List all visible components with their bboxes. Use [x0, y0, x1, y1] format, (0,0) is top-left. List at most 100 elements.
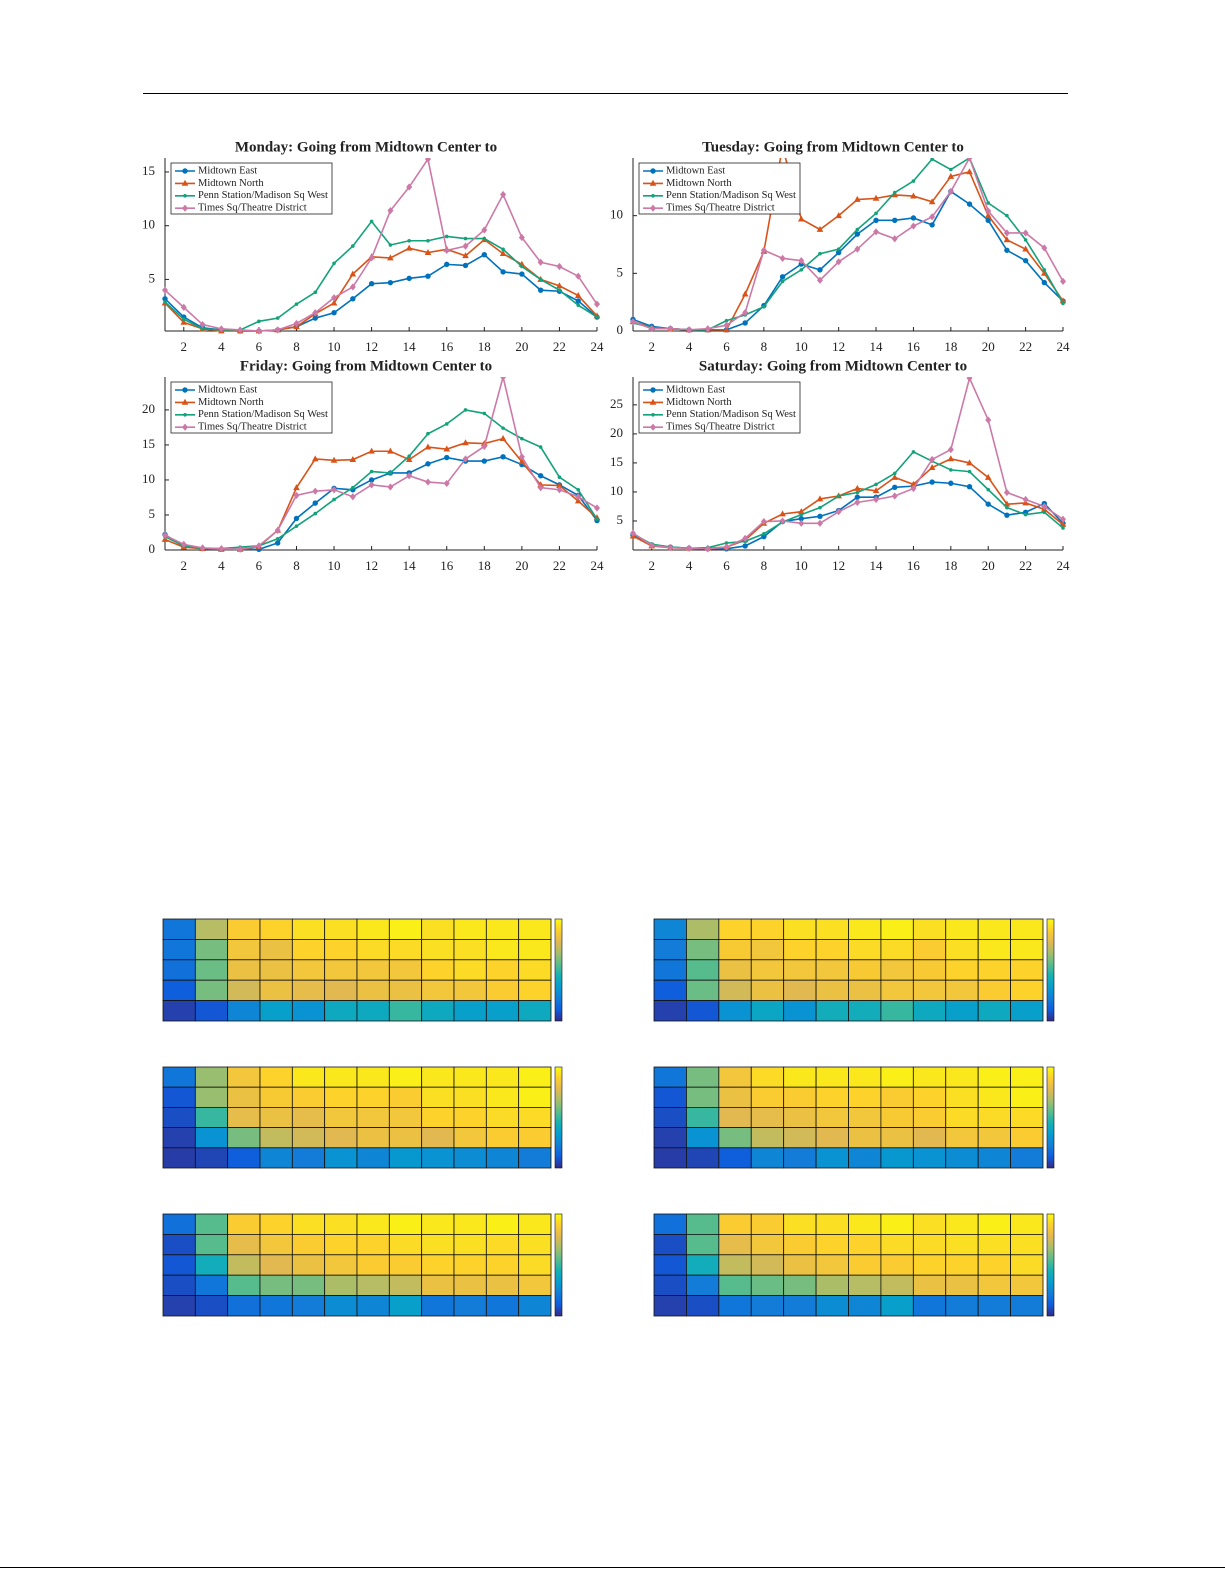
- heatmap-cell: [227, 1274, 261, 1296]
- heatmap-cell: [291, 1000, 326, 1022]
- heatmap-cell: [653, 1295, 687, 1317]
- marker: [630, 529, 636, 537]
- x-tick-label: 10: [795, 339, 808, 354]
- marker: [798, 257, 805, 265]
- heatmap-cell: [750, 939, 785, 961]
- marker: [1060, 277, 1066, 286]
- heatmap-cell: [815, 1086, 849, 1108]
- heatmap-cell: [977, 1000, 1011, 1022]
- heatmap-cell: [686, 1274, 720, 1296]
- heatmap-cell: [1010, 1000, 1044, 1022]
- marker: [595, 517, 599, 521]
- series-line: [164, 253, 598, 332]
- marker: [462, 455, 469, 463]
- legend-label: Penn Station/Madison Sq West: [666, 409, 796, 420]
- heatmap-cell: [453, 1274, 487, 1296]
- marker: [162, 286, 168, 294]
- marker: [798, 515, 804, 522]
- legend-label: Midtown North: [198, 178, 264, 189]
- marker: [1041, 279, 1048, 286]
- marker: [500, 454, 506, 460]
- marker: [518, 458, 526, 465]
- marker: [1003, 229, 1010, 237]
- heatmap-cell: [912, 1234, 947, 1256]
- heatmap-cell: [912, 1066, 947, 1088]
- heatmap-cell: [453, 1000, 487, 1022]
- legend-box: [170, 162, 333, 215]
- heatmap-cell: [518, 959, 552, 981]
- heatmap-cell: [227, 959, 261, 981]
- legend-label: Midtown East: [666, 384, 725, 395]
- heatmap-cell: [194, 1000, 229, 1022]
- y-tick-label: 10: [610, 207, 623, 222]
- heatmap-cell: [194, 939, 229, 961]
- heatmap-cell: [1010, 1213, 1044, 1235]
- heatmap-cell: [783, 979, 817, 1002]
- heatmap-cell: [421, 1107, 455, 1129]
- heatmap-cell: [1010, 1127, 1044, 1149]
- marker: [891, 235, 898, 243]
- heatmap-cell: [324, 979, 358, 1002]
- heatmap-cell: [848, 1254, 882, 1276]
- legend-label: Midtown North: [666, 397, 732, 408]
- heatmap-cell: [227, 1000, 261, 1022]
- heatmap-cell: [783, 1086, 817, 1108]
- heatmap-cell: [880, 1127, 914, 1149]
- marker: [741, 290, 749, 297]
- heatmap-cell: [1010, 1086, 1044, 1108]
- heatmap-cell: [945, 1086, 979, 1108]
- heatmap-cell: [718, 1274, 752, 1296]
- heatmap-cell: [388, 918, 423, 940]
- marker: [1022, 257, 1029, 264]
- marker: [855, 227, 860, 232]
- marker: [181, 179, 189, 186]
- heatmap-cell: [750, 1254, 785, 1276]
- marker: [650, 387, 656, 393]
- heatmap-cell: [848, 1213, 882, 1235]
- heatmap-cell: [162, 1274, 196, 1296]
- heatmap-cell: [880, 1107, 914, 1129]
- plot-area: [629, 377, 1067, 553]
- marker: [966, 459, 973, 466]
- marker: [854, 498, 861, 506]
- heatmap-cell: [485, 1254, 520, 1276]
- heatmap-cell: [945, 1295, 979, 1317]
- marker: [294, 524, 299, 528]
- heatmap-cell: [421, 1147, 455, 1169]
- heatmap-cell: [912, 1213, 947, 1235]
- heatmap-cell: [485, 959, 520, 981]
- marker: [425, 461, 431, 467]
- heatmap-cell: [324, 1066, 358, 1088]
- x-tick-label: 14: [870, 339, 884, 354]
- marker: [1005, 213, 1009, 218]
- heatmap-cell: [388, 1066, 423, 1088]
- marker: [162, 296, 168, 302]
- heatmap-cell: [945, 1127, 979, 1149]
- heatmap-cell: [815, 1147, 849, 1169]
- marker: [424, 443, 432, 450]
- heatmap-cell: [227, 1254, 261, 1276]
- marker: [444, 422, 449, 426]
- marker: [183, 194, 187, 198]
- marker: [481, 458, 488, 464]
- x-tick-label: 10: [795, 558, 808, 573]
- x-tick-label: 12: [832, 558, 845, 573]
- heatmap-cell: [453, 939, 487, 961]
- heatmap-cell: [421, 1086, 455, 1108]
- marker: [686, 544, 693, 552]
- marker: [520, 436, 524, 441]
- heatmap-cell: [227, 1107, 261, 1129]
- heatmap-cell: [162, 1066, 196, 1088]
- heatmap-cell: [421, 1000, 455, 1022]
- marker: [910, 484, 917, 493]
- heatmap-cell: [945, 1066, 979, 1088]
- marker: [910, 215, 917, 221]
- heatmap-cell: [1010, 959, 1044, 981]
- marker: [649, 179, 657, 186]
- heatmap-cell: [686, 979, 720, 1002]
- heatmap-cell: [1010, 1274, 1044, 1296]
- marker: [816, 225, 824, 232]
- heatmap-cell: [815, 939, 849, 961]
- marker: [854, 484, 861, 491]
- heatmap-cell: [783, 1234, 817, 1256]
